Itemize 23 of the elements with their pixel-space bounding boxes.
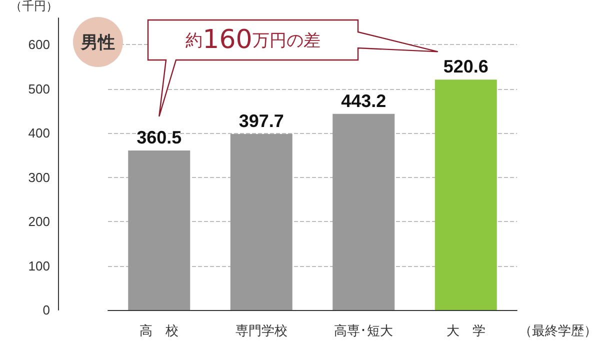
y-tick-label: 400	[28, 126, 50, 141]
y-tick-label: 300	[28, 170, 50, 185]
bar	[230, 134, 292, 310]
x-tick-label: 高 校	[140, 323, 179, 338]
bar	[332, 114, 395, 310]
y-tick-label: 600	[28, 37, 50, 52]
y-tick-label: 500	[28, 81, 50, 96]
x-tick-label: 大 学	[446, 323, 486, 338]
y-tick-label: 200	[28, 214, 50, 230]
y-tick-label: 100	[28, 258, 50, 274]
y-tick-label: 0	[42, 302, 50, 318]
x-tick-label: 専門学校	[235, 323, 288, 338]
bar	[128, 150, 190, 310]
y-axis-title: （千円）	[10, 0, 58, 13]
x-axis-title: （最終学歴）	[519, 323, 597, 338]
bar	[434, 80, 497, 310]
annotation: 約160万円の差	[186, 25, 320, 55]
data-label: 397.7	[238, 111, 284, 132]
data-label: 443.2	[341, 90, 386, 111]
x-tick-label: 高専･短大	[334, 323, 394, 338]
data-label: 520.6	[443, 56, 488, 77]
data-label: 360.5	[136, 128, 182, 148]
round-badge: 男性	[73, 17, 123, 67]
